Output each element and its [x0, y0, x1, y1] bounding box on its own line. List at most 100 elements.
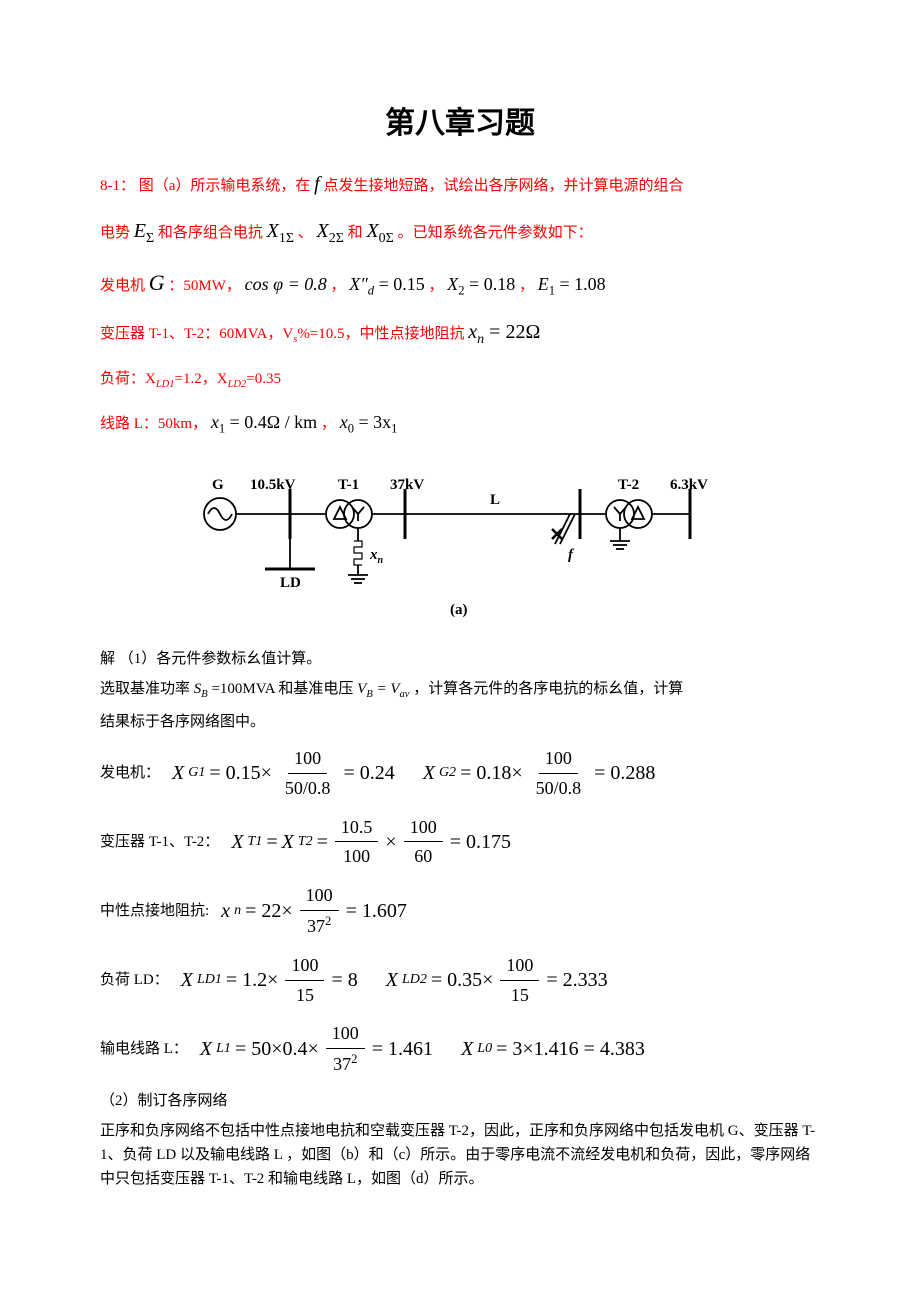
sub: LD2 [402, 969, 427, 991]
page-title: 第八章习题 [100, 100, 820, 148]
res: = 0.24 [343, 757, 394, 789]
eq: = 3×1.416 = 4.383 [496, 1033, 645, 1065]
math-x0: x [340, 412, 348, 432]
den: 15 [290, 981, 320, 1010]
solution: 解 （1）各元件参数标幺值计算。 选取基准功率 SB =100MVA 和基准电压… [100, 647, 820, 1191]
eq: = 1.08 [555, 274, 606, 294]
problem-id: 8-1： [100, 178, 135, 194]
svg-text:xn: xn [369, 547, 384, 566]
part2-text: 正序和负序网络不包括中性点接地电抗和空载变压器 T-2，因此，正序和负序网络中包… [100, 1119, 820, 1191]
res: = 0.175 [450, 826, 511, 858]
label-63kv: 6.3kV [670, 477, 708, 493]
math-X: X [386, 964, 398, 996]
math-X: X [317, 220, 329, 242]
text: 。已知系统各元件参数如下： [398, 225, 593, 241]
den: 37 [333, 1054, 351, 1074]
eq-transformer: 变压器 T-1、T-2： XT1 = XT2 = 10.5100 × 10060… [100, 813, 820, 872]
text: 电势 [100, 225, 130, 241]
den: 37 [307, 916, 325, 936]
eq: = 0.18× [460, 757, 523, 789]
label-T1: T-1 [338, 477, 359, 493]
res: = 1.607 [346, 895, 407, 927]
math-E: E [134, 220, 146, 242]
sub: B [366, 689, 372, 700]
eq: = 0.4Ω / km [225, 412, 317, 432]
sub: 1 [391, 422, 397, 436]
text: 图（a）所示输电系统，在 [139, 178, 311, 194]
sub: LD1 [156, 379, 175, 390]
text: 点发生接地短路，试绘出各序网络，并计算电源的组合 [323, 178, 683, 194]
math-VB: V [357, 681, 366, 697]
eq: = 0.15 [374, 274, 425, 294]
den: 60 [408, 842, 438, 871]
math-X: X [181, 964, 193, 996]
res: = 2.333 [546, 964, 607, 996]
text: 选取基准功率 [100, 681, 190, 697]
label-37kv: 37kV [390, 477, 424, 493]
eq: = 3x [354, 412, 391, 432]
label: 变压器 T-1、T-2： [100, 830, 219, 854]
label-f: f [568, 547, 575, 563]
num: 100 [500, 951, 539, 981]
math-x1: x [211, 412, 219, 432]
label: 负荷 LD： [100, 968, 169, 992]
res: = 0.288 [594, 757, 655, 789]
den: 50/0.8 [279, 774, 337, 803]
den: 100 [337, 842, 376, 871]
den: 15 [505, 981, 535, 1010]
res: = 8 [331, 964, 357, 996]
label: 输电线路 L： [100, 1037, 188, 1061]
math-X: X [172, 757, 184, 789]
sub: L1 [216, 1038, 231, 1060]
num: 100 [288, 744, 327, 774]
num: 100 [404, 813, 443, 843]
text: ， [321, 416, 336, 432]
den: 50/0.8 [530, 774, 588, 803]
sub: Σ [146, 231, 154, 246]
math-Xd: X″ [349, 274, 368, 294]
sub: LD2 [228, 379, 247, 390]
math-E1: E [538, 274, 549, 294]
label-L: L [490, 492, 500, 508]
math-cosphi: cos φ = 0.8 [245, 274, 327, 294]
eq: = [317, 826, 328, 858]
math-Vav: V [390, 681, 399, 697]
text: =1.2，X [175, 371, 228, 387]
math-G: G [149, 270, 165, 295]
sub: G2 [439, 762, 456, 784]
math-X: X [282, 826, 294, 858]
eq-line: 输电线路 L： XL1 = 50×0.4× 100372 = 1.461 XL0… [100, 1019, 820, 1079]
sub: 0Σ [379, 231, 394, 246]
eq: = 0.18 [465, 274, 516, 294]
eq: = 0.15× [209, 757, 272, 789]
text: =0.35 [246, 371, 281, 387]
math-f: f [314, 173, 320, 195]
math-X: X [231, 826, 243, 858]
eq: = 22Ω [484, 321, 540, 343]
sub: 2Σ [329, 231, 344, 246]
eq-neutral: 中性点接地阻抗: xn = 22× 100372 = 1.607 [100, 881, 820, 941]
num: 100 [539, 744, 578, 774]
math-xn: x [468, 321, 477, 343]
sub: L0 [477, 1038, 492, 1060]
eq: = 22× [245, 895, 293, 927]
text: 发电机 [100, 278, 145, 294]
label-xn-sub: n [378, 555, 384, 566]
label-G: G [212, 477, 224, 493]
res: = 1.461 [372, 1033, 433, 1065]
math-xn: x [221, 895, 230, 927]
eq-load: 负荷 LD： XLD1 = 1.2× 10015 = 8 XLD2 = 0.35… [100, 951, 820, 1010]
eq-generator: 发电机： XG1 = 0.15× 10050/0.8 = 0.24 XG2 = … [100, 744, 820, 803]
sub: LD1 [197, 969, 222, 991]
math-X: X [423, 757, 435, 789]
circuit-diagram: G 10.5kV T-1 37kV L T-2 6.3kV LD xn f (a… [100, 459, 820, 627]
math-X2: X [447, 274, 458, 294]
eq: = 0.35× [431, 964, 494, 996]
label: 中性点接地阻抗: [100, 899, 209, 923]
problem-statement: 8-1： 图（a）所示输电系统，在 f 点发生接地短路，试绘出各序网络，并计算电… [100, 168, 820, 439]
text: ，计算各元件的各序电抗的标幺值，计算 [413, 681, 683, 697]
eq: = 1.2× [226, 964, 279, 996]
text: ， [428, 278, 443, 294]
text: 线路 L：50km， [100, 416, 207, 432]
text: 负荷：X [100, 371, 156, 387]
